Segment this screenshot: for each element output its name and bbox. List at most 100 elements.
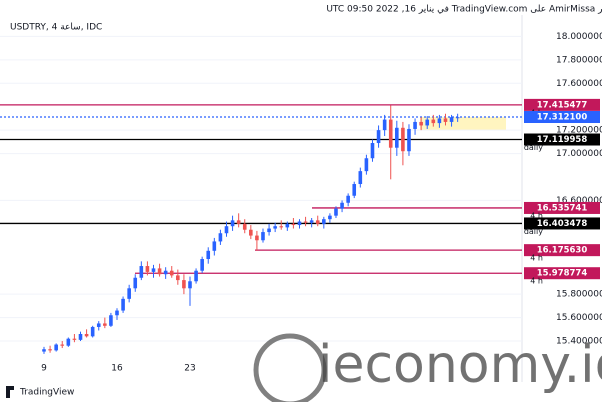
candle-body — [212, 241, 217, 251]
candle-body — [121, 298, 125, 311]
x-tick-label: 16 — [111, 364, 123, 374]
candle-body — [218, 233, 223, 242]
candle-body — [291, 223, 296, 226]
y-tick-label: 17.000000 — [556, 149, 602, 159]
candle-body — [334, 208, 338, 216]
symbol: USDTRY, 4 ساعة, IDC — [10, 23, 102, 33]
candle-body — [382, 119, 387, 131]
candle-body — [133, 277, 138, 289]
candle-body — [182, 280, 186, 289]
candle-body — [200, 259, 204, 271]
level-label: 17.119958 — [537, 135, 588, 145]
level-label: 16.403478 — [537, 219, 588, 229]
y-tick-label: 15.400000 — [556, 337, 602, 347]
candle-body — [127, 288, 131, 299]
candle-body — [279, 226, 284, 228]
candle-body — [273, 226, 277, 229]
candle-body — [145, 266, 150, 272]
candle-body — [431, 119, 436, 124]
candle-body — [395, 127, 399, 148]
candle-body — [157, 268, 162, 275]
candle-body — [206, 250, 211, 260]
candle-body — [370, 143, 375, 159]
candle-body — [401, 127, 405, 152]
footer: TradingView — [19, 388, 74, 398]
candle-body — [249, 229, 253, 236]
y-tick-label: 17.200000 — [556, 126, 602, 136]
level-tag: 4 h — [530, 211, 543, 220]
level-label: 16.535741 — [537, 203, 588, 213]
level-tag: 4 h — [530, 277, 543, 286]
level-label: 17.312100 — [537, 112, 588, 122]
candle-body — [419, 121, 423, 126]
candle-body — [352, 184, 357, 196]
level-label: 16.175630 — [537, 246, 588, 256]
publish-info: نشر AmirMissa على TradingView.com في ينا… — [326, 5, 602, 15]
candle-body — [322, 219, 326, 224]
candle-body — [376, 130, 381, 144]
candle-body — [84, 333, 89, 337]
y-tick-label: 17.600000 — [556, 79, 602, 89]
y-tick-label: 15.600000 — [556, 313, 602, 323]
y-tick-label: 18.000000 — [556, 32, 602, 42]
candle-body — [267, 228, 271, 233]
candle-body — [103, 323, 107, 326]
candle-body — [309, 220, 314, 223]
level-tag: daily — [524, 227, 543, 236]
candle-body — [224, 226, 229, 234]
level-label: 15.978774 — [537, 269, 588, 279]
candle-body — [425, 119, 430, 126]
candle-body — [176, 275, 180, 281]
candle-body — [437, 118, 442, 124]
level-label-box — [524, 110, 600, 123]
candle-body — [328, 215, 332, 220]
candle-body — [255, 235, 259, 241]
candle-body — [109, 315, 113, 326]
level-label-box — [524, 133, 600, 146]
candle-body — [42, 349, 46, 352]
candle-body — [96, 323, 101, 327]
logo — [6, 386, 14, 398]
candle-body — [151, 268, 156, 272]
candle-body — [443, 118, 448, 122]
candle-body — [297, 221, 302, 226]
candle-body — [60, 344, 65, 346]
zone — [420, 117, 506, 130]
candle-body — [78, 333, 83, 340]
candle-body — [54, 344, 58, 351]
level-tag: 4 h — [530, 254, 543, 263]
candle-body — [163, 270, 168, 275]
x-tick-label: 9 — [41, 364, 47, 374]
candle-body — [285, 223, 290, 228]
candle-body — [242, 223, 247, 230]
x-tick-label: 23 — [184, 364, 195, 374]
candle-body — [72, 338, 77, 340]
candle-body — [407, 128, 411, 152]
candle-body — [194, 270, 198, 282]
candle-body — [169, 270, 174, 276]
candle-body — [115, 310, 119, 316]
candle-body — [230, 220, 235, 227]
level-label-box — [524, 98, 600, 111]
candle-body — [413, 121, 417, 129]
candle-body — [358, 171, 363, 185]
candle-body — [261, 232, 265, 241]
candle-body — [188, 281, 192, 289]
candle-body — [340, 202, 344, 209]
candle-body — [236, 220, 241, 224]
candle-body — [388, 119, 393, 148]
candle-body — [139, 266, 144, 278]
candle-body — [364, 158, 369, 172]
y-tick-label: 16.600000 — [556, 196, 602, 206]
y-tick-label: 17.800000 — [556, 55, 602, 65]
y-tick-label: 15.800000 — [556, 290, 602, 300]
level-tag: daily — [524, 143, 543, 152]
candle-body — [455, 117, 460, 119]
candle-body — [90, 326, 95, 337]
watermark: ieconomy.io — [318, 335, 602, 395]
candle-body — [303, 221, 308, 223]
candle-body — [48, 349, 52, 351]
level-label-box — [524, 267, 600, 280]
